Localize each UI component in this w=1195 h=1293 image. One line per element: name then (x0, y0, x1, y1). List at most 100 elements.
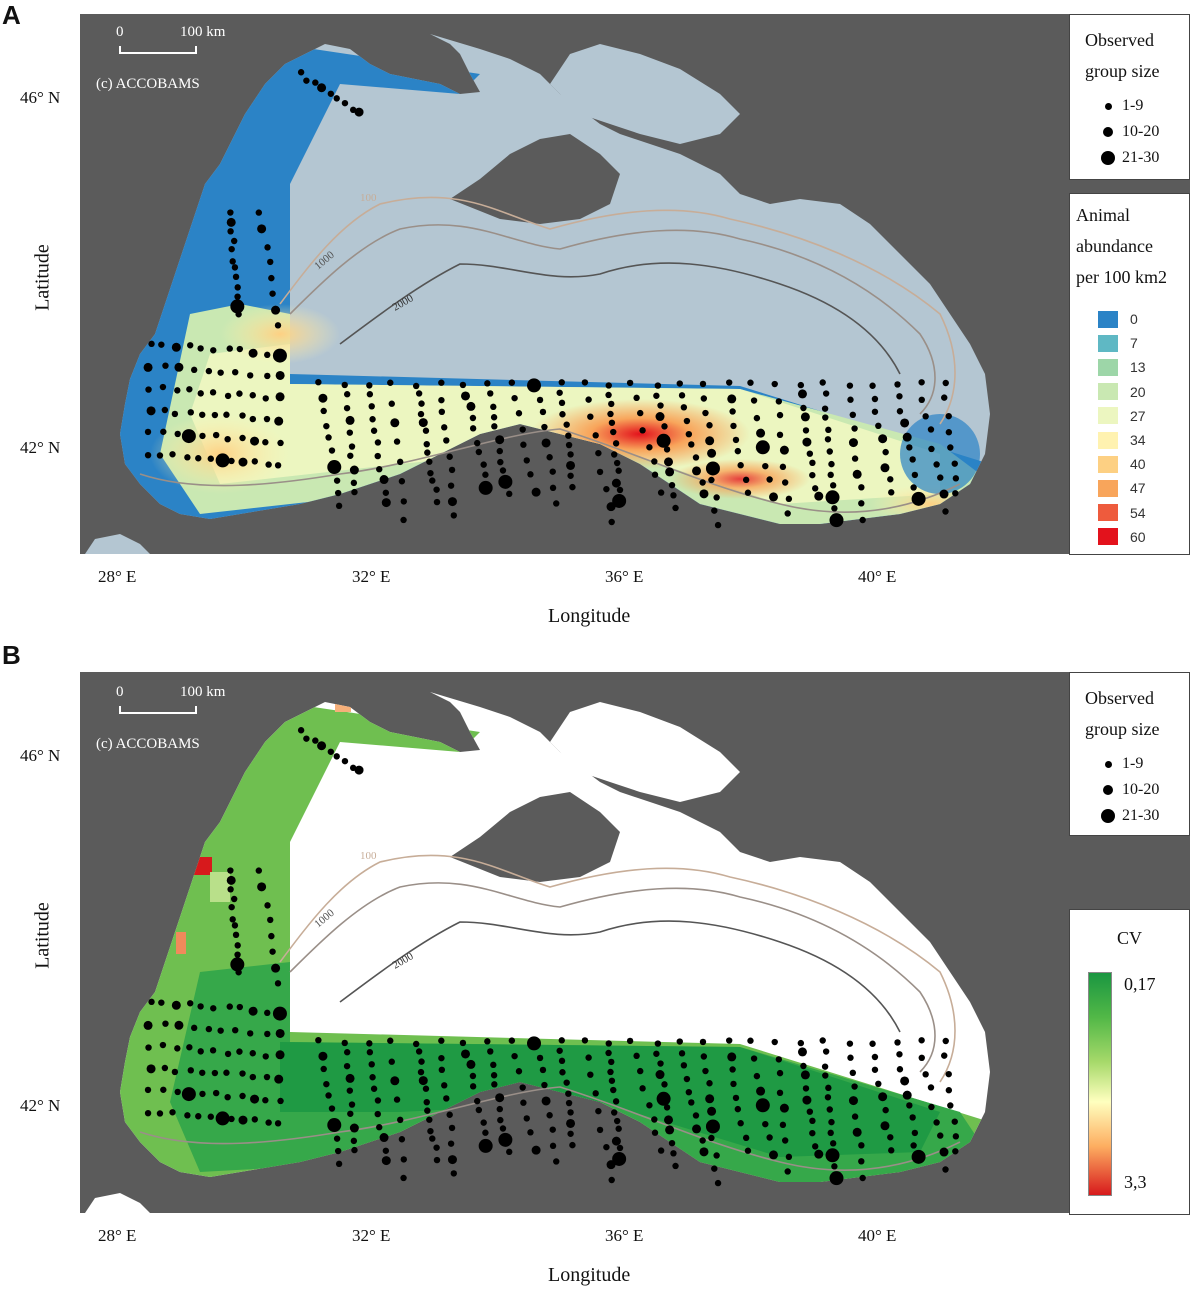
sighting-dot (676, 380, 683, 387)
sighting-dot (737, 462, 744, 469)
group-size-legend-a: Observed group size 1-9 10-20 21-30 (1069, 14, 1190, 180)
panel-b-map[interactable]: 100 1000 2000 0 100 km (c) ACCOBAMS (80, 672, 1190, 1213)
sighting-dot (829, 482, 837, 489)
sighting-dot (776, 1069, 784, 1077)
sighting-dot (714, 521, 722, 529)
lon-tick-36-a: 36° E (605, 567, 644, 586)
sighting-dot (688, 1099, 695, 1106)
sighting-dot (274, 1120, 282, 1127)
sighting-dot (779, 445, 789, 455)
sighting-dot (900, 418, 910, 428)
sighting-dot (263, 415, 271, 423)
xlabel-b: Longitude (548, 1264, 631, 1286)
sighting-dot (665, 1125, 675, 1135)
sighting-dot (607, 410, 614, 418)
sighting-dot (264, 902, 271, 909)
sighting-dot (423, 440, 430, 448)
cv-high-patch-2 (176, 932, 186, 954)
sighting-dot (809, 1117, 816, 1125)
sighting-dot (348, 443, 356, 450)
sighting-dot (205, 1025, 213, 1033)
sighting-dot (236, 345, 244, 353)
sighting-dot (264, 244, 271, 251)
sighting-dot (195, 1113, 202, 1120)
sighting-dot (232, 273, 240, 281)
sighting-dot (706, 422, 713, 429)
sighting-dot (349, 1123, 359, 1133)
sighting-dot (418, 418, 428, 428)
sighting-dot (441, 424, 448, 431)
sighting-dot (224, 435, 231, 443)
abundance-swatch-list: 0 7 13 20 27 34 40 47 54 60 (1070, 293, 1189, 549)
sighting-dot (779, 1121, 787, 1129)
sighting-dot (227, 867, 234, 874)
group-label-small-a: 1-9 (1122, 97, 1144, 114)
abundance-legend-item: 7 (1098, 331, 1189, 355)
sighting-dot (508, 1037, 516, 1044)
sighting-dot (347, 452, 354, 459)
sighting-dot (333, 477, 341, 484)
sighting-dot (433, 1144, 440, 1151)
sighting-dot (713, 494, 720, 501)
sighting-dot (207, 1113, 214, 1120)
sighting-dot (230, 299, 245, 314)
sighting-dot (148, 340, 155, 348)
sighting-dot (744, 1147, 752, 1154)
azov-sea-b (550, 702, 740, 802)
sighting-dot (519, 426, 526, 433)
sighting-dot (159, 1041, 167, 1049)
sighting-dot (274, 322, 282, 329)
group-legend-large-b: 21-30 (1094, 803, 1189, 829)
sighting-dot (224, 392, 232, 400)
abundance-swatch (1098, 528, 1118, 546)
sighting-dot (802, 1085, 810, 1092)
sighting-dot (781, 479, 789, 486)
sighting-dot (753, 414, 761, 422)
sighting-dot (539, 408, 547, 416)
sighting-dot (769, 492, 779, 502)
sighting-dot (725, 379, 733, 386)
sighting-dot (275, 1050, 285, 1060)
sighting-dot (251, 458, 259, 465)
sighting-dot (806, 1108, 814, 1115)
sighting-dot (656, 433, 671, 448)
abundance-legend-title: Animal abundance per 100 km2 (1070, 194, 1189, 293)
sighting-dot (661, 1081, 668, 1088)
sighting-dot (231, 922, 239, 929)
sighting-dot (553, 500, 560, 507)
abundance-legend: Animal abundance per 100 km2 0 7 13 20 27 34 4… (1069, 193, 1190, 555)
credit-b: (c) ACCOBAMS (96, 736, 200, 752)
sighting-dot (558, 1037, 565, 1044)
sighting-dot (197, 1003, 204, 1010)
sighting-dot (756, 1086, 766, 1096)
sighting-dot (156, 452, 164, 459)
group-label-medium-b: 10-20 (1122, 781, 1160, 798)
sighting-dot (325, 434, 332, 441)
abundance-label: 13 (1130, 359, 1146, 376)
lon-tick-32-a: 32° E (352, 567, 391, 586)
sighting-dot (228, 245, 235, 253)
sighting-dot (400, 516, 407, 524)
lat-tick-42-a: 42° N (20, 438, 61, 457)
sighting-dot (343, 404, 351, 412)
group-label-large-a: 21-30 (1122, 149, 1160, 166)
sighting-dot (250, 436, 260, 446)
sighting-dot (829, 513, 844, 528)
sighting-dot (657, 1147, 665, 1154)
sighting-dot (546, 1112, 553, 1119)
abundance-swatch (1098, 431, 1118, 449)
sighting-dot (211, 411, 219, 419)
sighting-dot (952, 1148, 959, 1155)
scale-zero-a: 0 (116, 24, 124, 40)
sighting-dot (888, 489, 895, 496)
sighting-dot (161, 406, 169, 414)
sighting-dot (143, 362, 153, 372)
sighting-dot (896, 393, 903, 400)
dot-large-icon (1101, 151, 1115, 165)
sighting-dot (232, 369, 239, 376)
dot-small-icon (1104, 760, 1112, 768)
panel-a-map[interactable]: 100 1000 2000 0 100 km (c) ACCOBAMS (80, 14, 1190, 554)
sighting-dot (174, 1045, 181, 1052)
sighting-dot (323, 1080, 330, 1088)
sighting-dot (549, 468, 556, 475)
